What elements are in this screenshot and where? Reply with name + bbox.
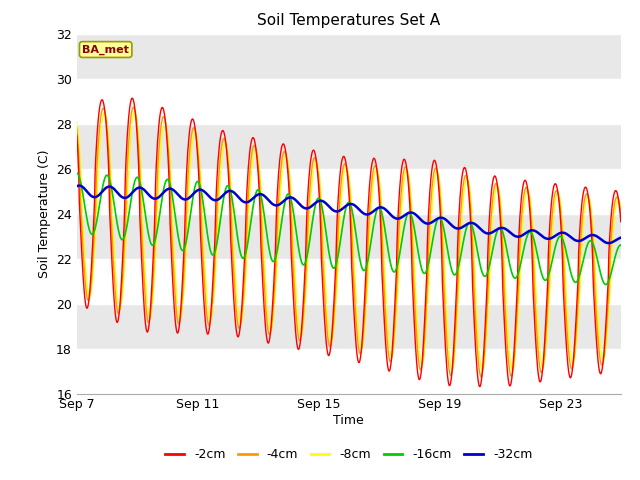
- Text: BA_met: BA_met: [82, 44, 129, 55]
- Bar: [77, 79, 621, 123]
- Bar: [77, 348, 621, 394]
- Title: Soil Temperatures Set A: Soil Temperatures Set A: [257, 13, 440, 28]
- X-axis label: Time: Time: [333, 414, 364, 427]
- Y-axis label: Soil Temperature (C): Soil Temperature (C): [38, 149, 51, 278]
- Bar: [77, 259, 621, 303]
- Legend: -2cm, -4cm, -8cm, -16cm, -32cm: -2cm, -4cm, -8cm, -16cm, -32cm: [160, 443, 538, 466]
- Bar: [77, 168, 621, 214]
